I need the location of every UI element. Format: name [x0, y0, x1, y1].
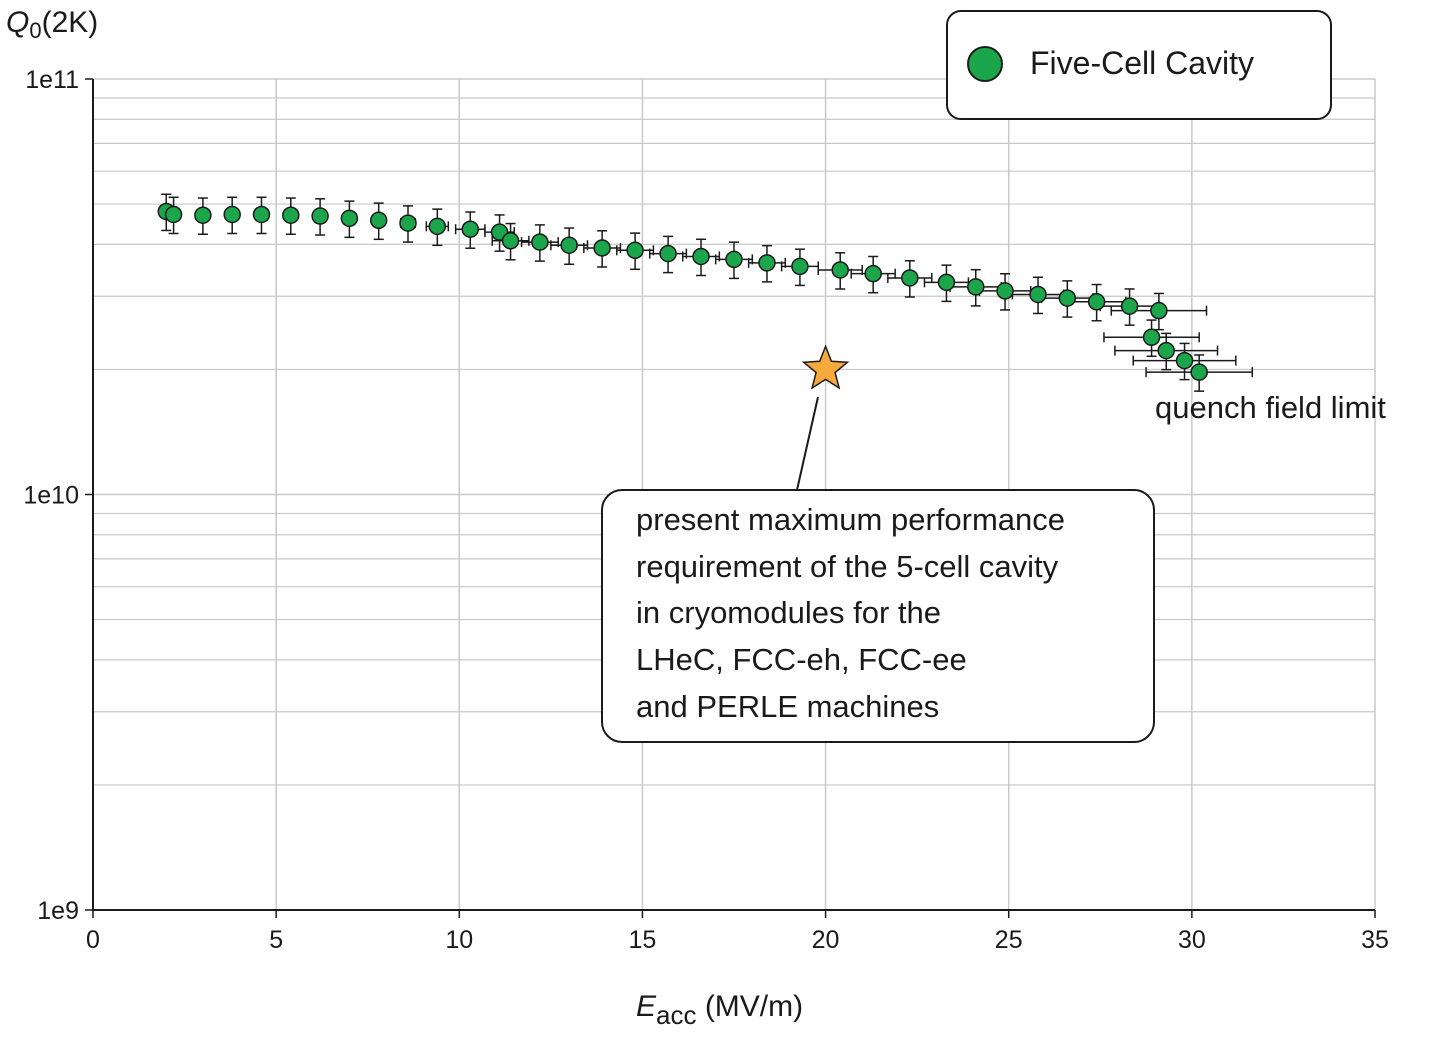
- x-axis-title: Eacc (MV/m): [636, 990, 803, 1030]
- data-point: [831, 261, 849, 279]
- annotation-line-5: and PERLE machines: [636, 689, 939, 724]
- data-point: [864, 264, 882, 283]
- annotation-box: present maximum performance requirement …: [601, 489, 1155, 743]
- data-point: [560, 236, 578, 254]
- data-points: [157, 202, 1208, 381]
- data-point: [1157, 341, 1175, 360]
- y-tick-label: 1e10: [23, 482, 79, 510]
- data-point: [501, 232, 520, 250]
- axes: [85, 78, 1376, 918]
- data-point: [1142, 328, 1161, 347]
- data-point: [1190, 363, 1208, 381]
- data-point: [758, 254, 776, 272]
- data-point: [531, 233, 549, 251]
- x-tick-label: 10: [445, 926, 473, 954]
- data-point: [461, 220, 480, 238]
- data-point: [1087, 293, 1106, 311]
- x-tick-label: 15: [629, 926, 657, 954]
- x-tick-label: 30: [1178, 926, 1206, 954]
- data-point: [725, 250, 743, 269]
- y-tick-label: 1e11: [25, 66, 79, 94]
- x-tick-label: 0: [86, 926, 100, 954]
- annotation-line-1: present maximum performance: [636, 502, 1065, 537]
- data-point: [996, 282, 1014, 300]
- data-point: [791, 257, 809, 276]
- legend: Five-Cell Cavity: [946, 10, 1332, 120]
- data-point: [659, 244, 677, 263]
- quench-label: quench field limit: [1155, 390, 1386, 425]
- legend-marker: [967, 46, 1003, 82]
- data-point: [1175, 351, 1194, 370]
- data-point: [626, 241, 644, 260]
- legend-label: Five-Cell Cavity: [1030, 45, 1254, 81]
- data-point: [1150, 301, 1168, 320]
- annotation-line-3: in cryomodules for the: [636, 595, 941, 630]
- y-tick-label: 1e9: [37, 897, 79, 925]
- target-star: [801, 344, 850, 390]
- tick-labels: 0 5 10 15 20 25 30 35 1e9 1e10 1e11: [23, 66, 1389, 954]
- data-point: [428, 217, 447, 236]
- legend-box: [946, 10, 1332, 120]
- annotation-line-4: LHeC, FCC-eh, FCC-ee: [636, 642, 967, 677]
- data-point: [937, 273, 956, 292]
- annotation-pointer: [796, 396, 819, 491]
- y-axis-title: Q0(2K): [6, 6, 98, 43]
- annotation-box-frame: [601, 489, 1155, 743]
- annotation-line-2: requirement of the 5-cell cavity: [636, 549, 1059, 584]
- data-point: [1029, 285, 1047, 304]
- data-point: [1058, 289, 1077, 307]
- data-point: [311, 207, 329, 225]
- data-point: [194, 206, 212, 224]
- data-point: [164, 205, 183, 224]
- error-bars: [161, 193, 1254, 392]
- data-point: [901, 269, 919, 287]
- data-point: [593, 239, 611, 257]
- data-point: [340, 209, 359, 228]
- data-point: [1120, 297, 1139, 315]
- x-tick-label: 5: [269, 926, 283, 954]
- data-point: [369, 211, 388, 230]
- data-point: [223, 205, 241, 224]
- x-tick-label: 20: [812, 926, 840, 954]
- x-tick-label: 35: [1361, 926, 1389, 954]
- data-point: [692, 247, 710, 266]
- x-tick-label: 25: [995, 926, 1023, 954]
- data-point: [399, 214, 417, 232]
- data-point: [966, 278, 985, 296]
- data-point: [282, 206, 300, 224]
- star-marker: [801, 344, 850, 390]
- data-point: [252, 205, 271, 224]
